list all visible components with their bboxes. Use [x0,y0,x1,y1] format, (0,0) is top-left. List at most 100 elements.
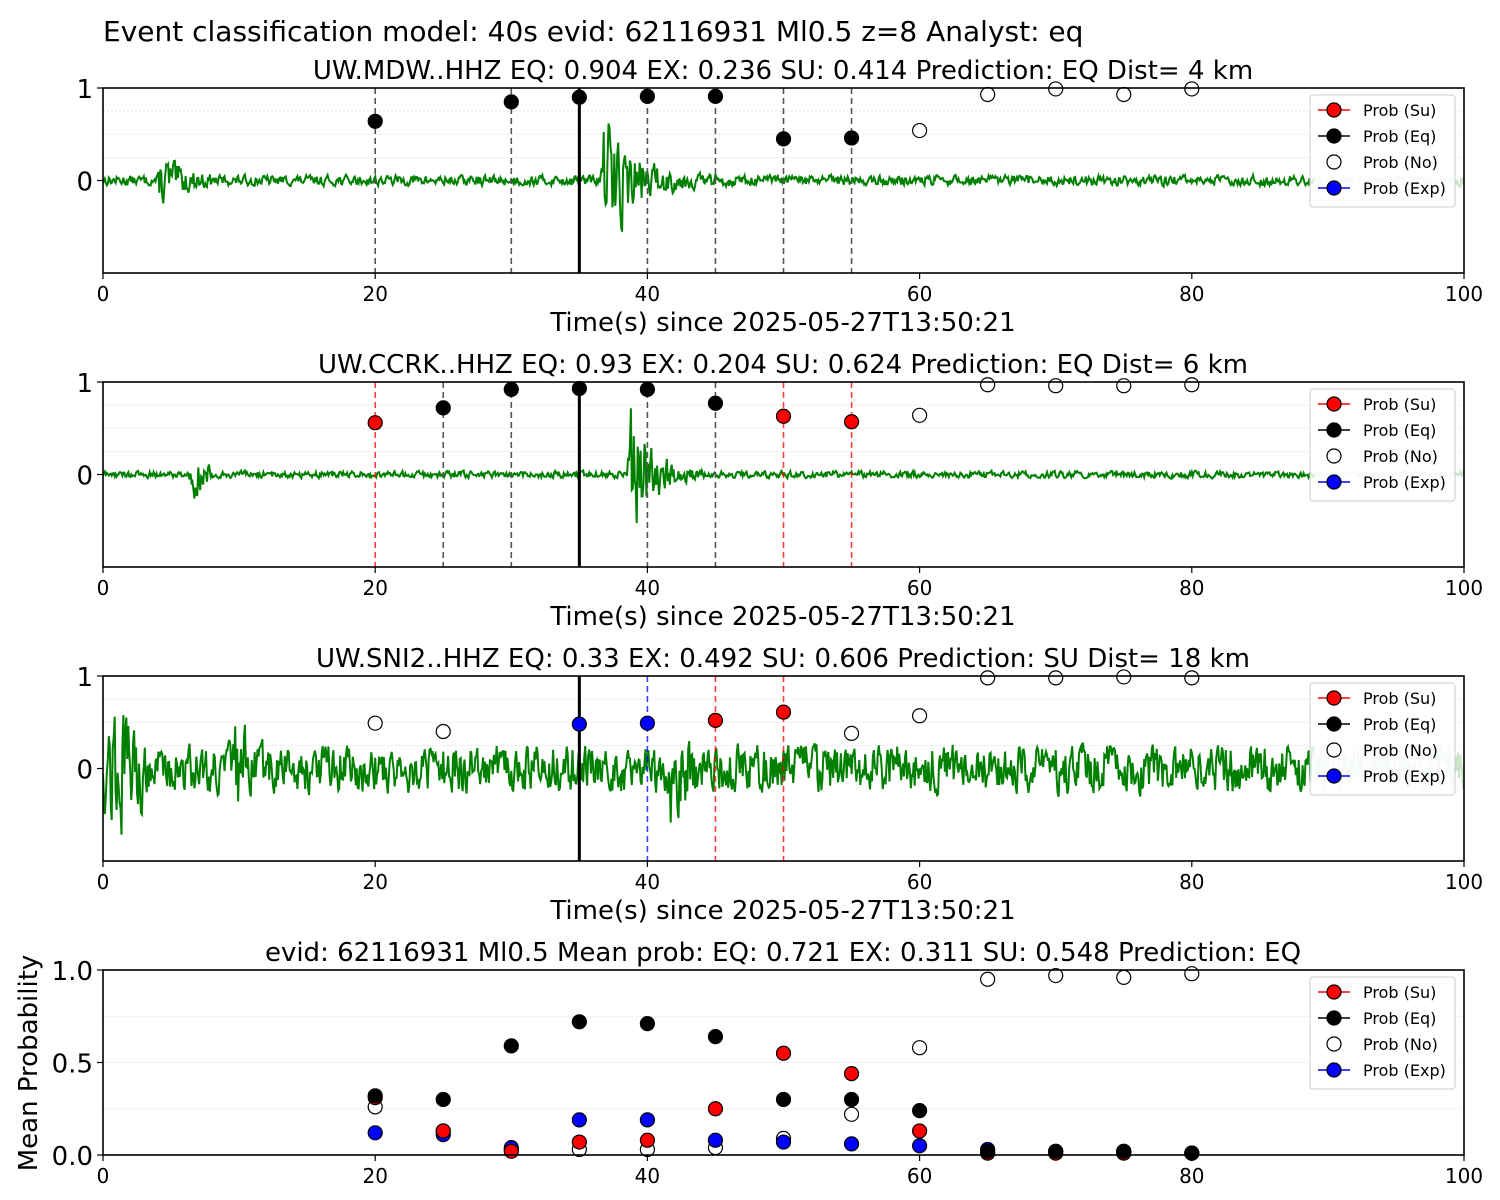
marker-eq [707,1028,724,1045]
legend-marker-eq [1326,716,1342,732]
legend-marker-exp [1326,1062,1342,1078]
x-tick-label: 20 [362,576,387,600]
marker-exp [911,1138,928,1154]
panel-mean-probability: evid: 62116931 Ml0.5 Mean prob: EQ: 0.72… [14,938,1483,1188]
y-tick-label: 0 [76,756,93,786]
marker-exp [843,1136,860,1152]
marker-eq [707,88,724,104]
marker-su [843,1065,860,1082]
marker-no [367,715,383,731]
legend-box [1309,94,1456,208]
marker-eq [911,1102,928,1119]
marker-no [980,377,996,393]
legend-marker-exp [1326,768,1342,784]
plot-area: 0 20 40 60 80 100 0 1 Prob (Su) Prob (Eq) Prob (No… [76,663,1483,894]
marker-eq [980,1143,996,1159]
legend-label-su: Prob (Su) [1363,101,1436,120]
panel-title: evid: 62116931 Ml0.5 Mean prob: EQ: 0.72… [265,938,1301,968]
legend-marker-no [1326,154,1342,170]
marker-no [1048,378,1064,394]
panel-uw-ccrk: UW.CCRK..HHZ EQ: 0.93 EX: 0.204 SU: 0.62… [76,350,1483,632]
x-axis-label: Time(s) since 2025-05-27T13:50:21 [549,308,1015,338]
legend-label-no: Prob (No) [1363,153,1438,172]
marker-eq [843,1091,860,1108]
marker-eq [1048,1143,1064,1159]
x-tick-label: 80 [1179,1164,1204,1188]
legend: Prob (Su) Prob (Eq) Prob (No) Prob (Exp) [1309,682,1456,796]
panel-uw-mdw: UW.MDW..HHZ EQ: 0.904 EX: 0.236 SU: 0.41… [76,56,1483,338]
marker-eq [707,395,724,411]
marker-no [1184,966,1200,982]
x-tick-label: 100 [1445,1164,1483,1188]
marker-exp [775,1134,792,1150]
marker-no [1048,81,1064,97]
marker-eq [571,380,587,397]
marker-eq [639,381,656,397]
panel-title: UW.CCRK..HHZ EQ: 0.93 EX: 0.204 SU: 0.62… [318,350,1248,380]
marker-eq [503,1038,519,1054]
marker-no [980,971,996,987]
legend: Prob (Su) Prob (Eq) Prob (No) Prob (Exp) [1309,388,1456,502]
legend-label-exp: Prob (Exp) [1363,473,1446,492]
legend-marker-exp [1326,474,1342,490]
x-tick-label: 40 [635,282,660,306]
marker-eq [367,113,383,129]
panel-uw-sni2: UW.SNI2..HHZ EQ: 0.33 EX: 0.492 SU: 0.60… [76,644,1483,926]
marker-no [843,725,860,741]
x-tick-label: 60 [907,870,932,894]
legend: Prob (Su) Prob (Eq) Prob (No) Prob (Exp) [1309,94,1456,208]
marker-su [367,415,383,431]
marker-su [707,712,724,729]
marker-su [775,704,792,720]
legend-box [1309,682,1456,796]
legend-marker-no [1326,742,1342,758]
x-tick-label: 100 [1445,282,1483,306]
marker-no [1184,81,1200,97]
marker-eq [775,131,792,147]
x-tick-label: 80 [1179,282,1204,306]
legend-marker-su [1326,690,1342,706]
legend-label-exp: Prob (Exp) [1363,767,1446,786]
y-tick-label: 0 [76,462,93,492]
marker-exp [639,715,656,731]
y-axis-label: Mean Probability [14,955,44,1172]
marker-no [1116,969,1132,986]
marker-eq [639,88,656,104]
x-axis-label: Time(s) since 2025-05-27T13:50:21 [549,602,1015,632]
marker-eq [435,400,451,416]
marker-no [1116,378,1132,394]
legend-label-su: Prob (Su) [1363,395,1436,414]
marker-eq [503,94,519,110]
x-tick-label: 0 [97,870,110,894]
marker-eq [367,1088,383,1104]
legend-label-no: Prob (No) [1363,741,1438,760]
marker-eq [435,1091,451,1108]
figure-suptitle: Event classification model: 40s evid: 62… [103,15,1083,48]
marker-no [911,122,928,139]
marker-no [1048,967,1064,984]
legend-marker-eq [1326,1010,1342,1026]
x-tick-label: 20 [362,282,387,306]
marker-exp [639,1112,656,1128]
x-axis-label: Time(s) since 2025-05-27T13:50:21 [549,896,1015,926]
x-tick-label: 40 [635,1164,660,1188]
marker-no [435,723,451,740]
marker-su [435,1123,451,1139]
y-tick-label: 1.0 [52,957,93,987]
marker-su [775,408,792,424]
plot-area: 0 20 40 60 80 100 0 1 Prob (Su) Prob (Eq) Prob (No… [76,75,1483,306]
marker-su [843,414,860,430]
legend-marker-exp [1326,180,1342,196]
legend-label-eq: Prob (Eq) [1363,1009,1436,1028]
marker-eq [503,381,519,397]
x-tick-label: 100 [1445,870,1483,894]
x-tick-label: 60 [907,576,932,600]
legend-marker-no [1326,1036,1342,1052]
panel-title: UW.SNI2..HHZ EQ: 0.33 EX: 0.492 SU: 0.60… [316,644,1250,674]
waveform-trace [103,408,1316,524]
x-tick-label: 80 [1179,870,1204,894]
marker-su [911,1123,928,1139]
y-tick-label: 1 [76,75,93,105]
